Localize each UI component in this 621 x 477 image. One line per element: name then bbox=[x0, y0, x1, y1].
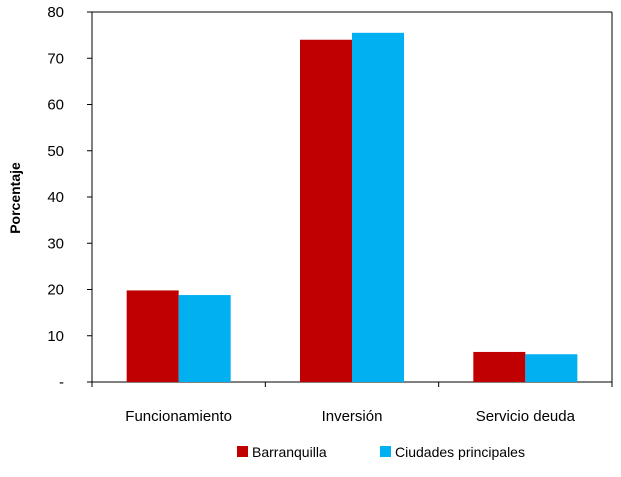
x-axis: Funcionamiento Inversión Servicio deuda bbox=[91, 382, 613, 425]
y-tick-label: 50 bbox=[47, 143, 64, 160]
x-category-label: Inversión bbox=[322, 408, 383, 425]
bar-ciudades-principales-0 bbox=[178, 295, 231, 382]
y-tick-label: 30 bbox=[47, 235, 64, 252]
y-tick-label: 60 bbox=[47, 97, 64, 114]
legend-label: Barranquilla bbox=[252, 444, 327, 460]
bar-barranquilla-0 bbox=[126, 290, 179, 382]
y-tick-label: 70 bbox=[47, 50, 64, 67]
legend: Barranquilla Ciudades principales bbox=[237, 444, 525, 460]
bar-barranquilla-2 bbox=[473, 351, 526, 382]
y-tick-label: 80 bbox=[47, 4, 64, 21]
y-tick-label: 10 bbox=[47, 328, 64, 345]
x-category-label: Funcionamiento bbox=[125, 408, 232, 425]
bar-ciudades-principales-1 bbox=[352, 32, 404, 382]
bar-barranquilla-1 bbox=[300, 39, 352, 382]
legend-label: Ciudades principales bbox=[395, 444, 525, 460]
y-tick-label: 40 bbox=[47, 189, 64, 206]
bar-ciudades-principales-2 bbox=[525, 354, 578, 382]
y-axis: - 10 20 30 40 50 60 70 80 bbox=[47, 4, 92, 391]
legend-swatch bbox=[380, 446, 391, 457]
y-tick-label: - bbox=[59, 374, 64, 391]
y-axis-label: Porcentaje bbox=[7, 162, 23, 234]
legend-swatch bbox=[237, 446, 248, 457]
bars bbox=[126, 32, 578, 382]
x-category-label: Servicio deuda bbox=[476, 408, 576, 425]
y-tick-label: 20 bbox=[47, 282, 64, 299]
